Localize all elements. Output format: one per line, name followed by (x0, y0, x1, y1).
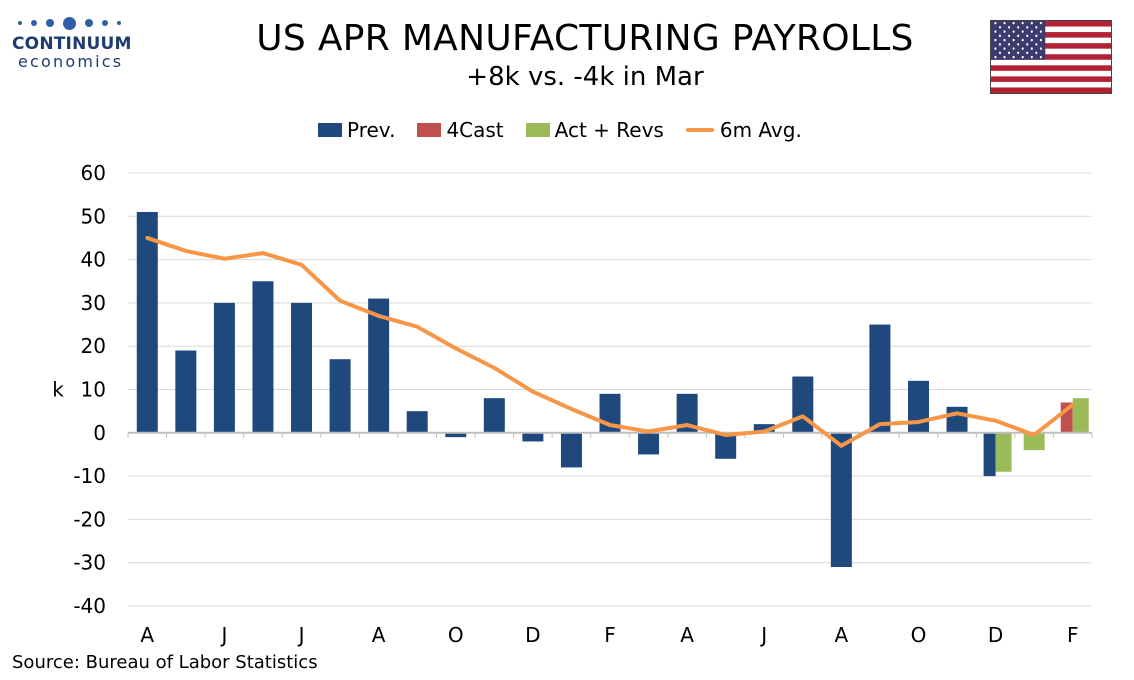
chart-subtitle: +8k vs. -4k in Mar (466, 62, 704, 92)
legend-label-avg: 6m Avg. (719, 118, 802, 142)
bar-prev (830, 432, 852, 568)
bar-prev (869, 324, 891, 433)
legend-label-4cast: 4Cast (446, 118, 504, 142)
y-tick-label: 20 (81, 334, 106, 358)
y-axis-label: k (52, 378, 64, 402)
legend-swatch-4cast (417, 123, 442, 137)
x-tick-label: F (604, 623, 616, 647)
y-tick-label: 50 (81, 204, 106, 228)
x-tick-label: J (297, 623, 305, 647)
bar-prev (213, 302, 235, 433)
legend-item-4cast: 4Cast (417, 118, 504, 142)
bar-prev (445, 432, 467, 438)
x-tick-label: F (1067, 623, 1079, 647)
chart-legend: Prev. 4Cast Act + Revs 6m Avg. (318, 118, 824, 142)
x-tick-label: A (680, 623, 694, 647)
x-tick-label: O (448, 623, 464, 647)
bar-prev (522, 432, 544, 442)
logo-dots-icon (18, 14, 142, 32)
source-note: Source: Bureau of Labor Statistics (12, 652, 318, 673)
us-flag-icon (990, 20, 1112, 94)
legend-label-prev: Prev. (347, 118, 396, 142)
legend-swatch-prev (318, 123, 342, 137)
bar-prev (329, 359, 351, 433)
y-tick-label: 10 (81, 378, 106, 402)
y-tick-label: 40 (81, 248, 106, 272)
y-tick-label: 0 (93, 421, 106, 445)
bar-prev (175, 350, 197, 433)
y-tick-label: 60 (81, 161, 106, 185)
x-tick-label: A (835, 623, 849, 647)
bar-prev (983, 432, 996, 477)
bar-actual (1072, 398, 1089, 433)
bar-prev (676, 393, 698, 433)
legend-swatch-actual (525, 123, 550, 137)
bar-prev (252, 281, 274, 433)
bar-actual (1023, 432, 1045, 451)
chart-title: US APR MANUFACTURING PAYROLLS (256, 18, 914, 59)
bar-prev (560, 432, 582, 468)
bar-actual (995, 432, 1012, 472)
bar-prev (946, 406, 968, 433)
x-tick-label: D (988, 623, 1003, 647)
x-tick-label: A (140, 623, 154, 647)
x-tick-label: J (759, 623, 767, 647)
legend-swatch-avg (685, 128, 714, 132)
bar-prev (483, 398, 505, 433)
y-tick-label: -20 (73, 507, 106, 531)
bar-prev (291, 302, 313, 433)
x-tick-label: O (911, 623, 927, 647)
bar-prev (638, 432, 660, 455)
y-tick-label: -10 (73, 464, 106, 488)
legend-item-prev: Prev. (318, 118, 395, 142)
x-tick-label: J (219, 623, 227, 647)
y-tick-label: -40 (73, 594, 106, 618)
bar-prev (406, 411, 428, 433)
bar-prev (715, 432, 737, 459)
logo-name: CONTINUUM (12, 34, 132, 54)
legend-label-actual: Act + Revs (554, 118, 664, 142)
bar-prev (136, 211, 158, 433)
x-tick-label: A (372, 623, 386, 647)
bar-prev (368, 298, 390, 433)
y-tick-label: 30 (81, 291, 106, 315)
continuum-logo: CONTINUUM economics (12, 14, 142, 71)
bar-prev (753, 424, 775, 433)
legend-item-avg: 6m Avg. (685, 118, 802, 142)
logo-subtitle: economics (18, 52, 124, 71)
legend-item-actual: Act + Revs (525, 118, 664, 142)
bar-prev (907, 380, 929, 433)
y-tick-label: -30 (73, 551, 106, 575)
line-6m-avg (145, 235, 1075, 448)
x-tick-label: D (525, 623, 540, 647)
